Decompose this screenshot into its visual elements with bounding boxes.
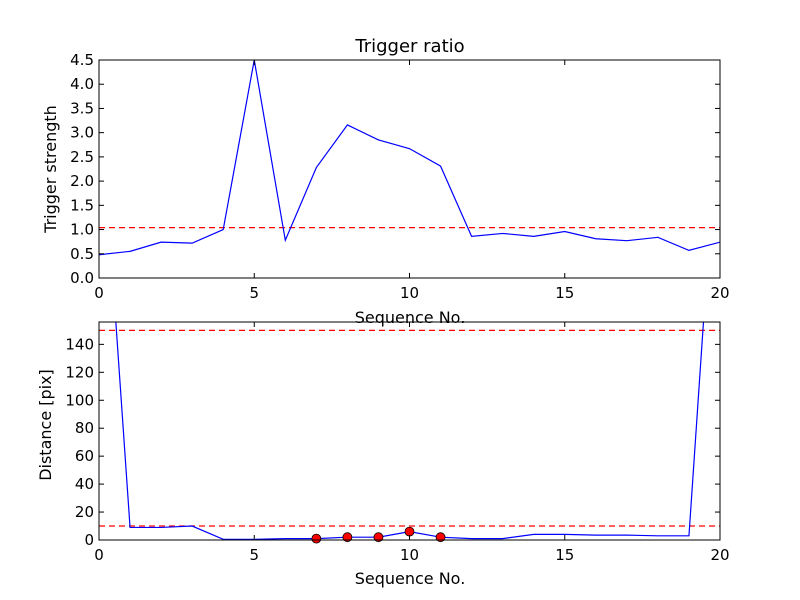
bottom-ytick-label: 20	[75, 503, 94, 521]
top-ytick-label: 1.0	[70, 221, 94, 239]
bottom-marker-point	[404, 526, 415, 537]
bottom-ticks-layer: 0 5 10 15 20 0 20 40 60 80 100 120 140	[65, 322, 730, 564]
top-xtick-label: 10	[400, 284, 419, 302]
top-ytick-label: 3.0	[70, 124, 94, 142]
top-xtick-label: 5	[249, 284, 259, 302]
bottom-xtick-label: 0	[94, 546, 104, 564]
bottom-ytick-label: 140	[65, 335, 94, 353]
bottom-marker-point	[311, 533, 322, 544]
bottom-xtick-label: 5	[249, 546, 259, 564]
top-ylabel: Trigger strength	[41, 105, 60, 234]
bottom-ytick-label: 60	[75, 447, 94, 465]
top-xtick-label: 0	[94, 284, 104, 302]
bottom-xtick-label: 10	[400, 546, 419, 564]
top-ytick-label: 4.0	[70, 75, 94, 93]
bottom-marker-point	[342, 532, 353, 543]
top-series-layer	[99, 60, 720, 256]
bottom-xtick-label: 20	[710, 546, 729, 564]
top-ytick-label: 2.0	[70, 172, 94, 190]
top-data-line	[99, 60, 720, 256]
top-ytick-label: 2.5	[70, 148, 94, 166]
bottom-series-layer	[99, 322, 720, 544]
bottom-xtick-label: 15	[555, 546, 574, 564]
bottom-marker-point	[373, 532, 384, 543]
bottom-ytick-label: 100	[65, 391, 94, 409]
bottom-marker-point	[435, 532, 446, 543]
top-ytick-label: 0.5	[70, 245, 94, 263]
bottom-ytick-label: 0	[84, 531, 94, 549]
top-plot-area	[99, 60, 720, 256]
top-ytick-label: 1.5	[70, 196, 94, 214]
top-title: Trigger ratio	[354, 36, 464, 57]
top-xtick-label: 15	[555, 284, 574, 302]
top-ytick-label: 4.5	[70, 51, 94, 69]
bottom-xlabel: Sequence No.	[355, 569, 466, 588]
top-ytick-label: 3.5	[70, 99, 94, 117]
bottom-ytick-label: 40	[75, 475, 94, 493]
top-ticks-layer: 0 5 10 15 20 0.0 0.5 1.0 1.5 2.0 2.5 3.0 3.5 4.0 4.5	[70, 51, 729, 302]
top-xtick-label: 20	[710, 284, 729, 302]
bottom-ytick-label: 80	[75, 419, 94, 437]
bottom-ytick-label: 120	[65, 363, 94, 381]
bottom-ylabel: Distance [pix]	[36, 369, 55, 481]
top-ytick-label: 0.0	[70, 269, 94, 287]
